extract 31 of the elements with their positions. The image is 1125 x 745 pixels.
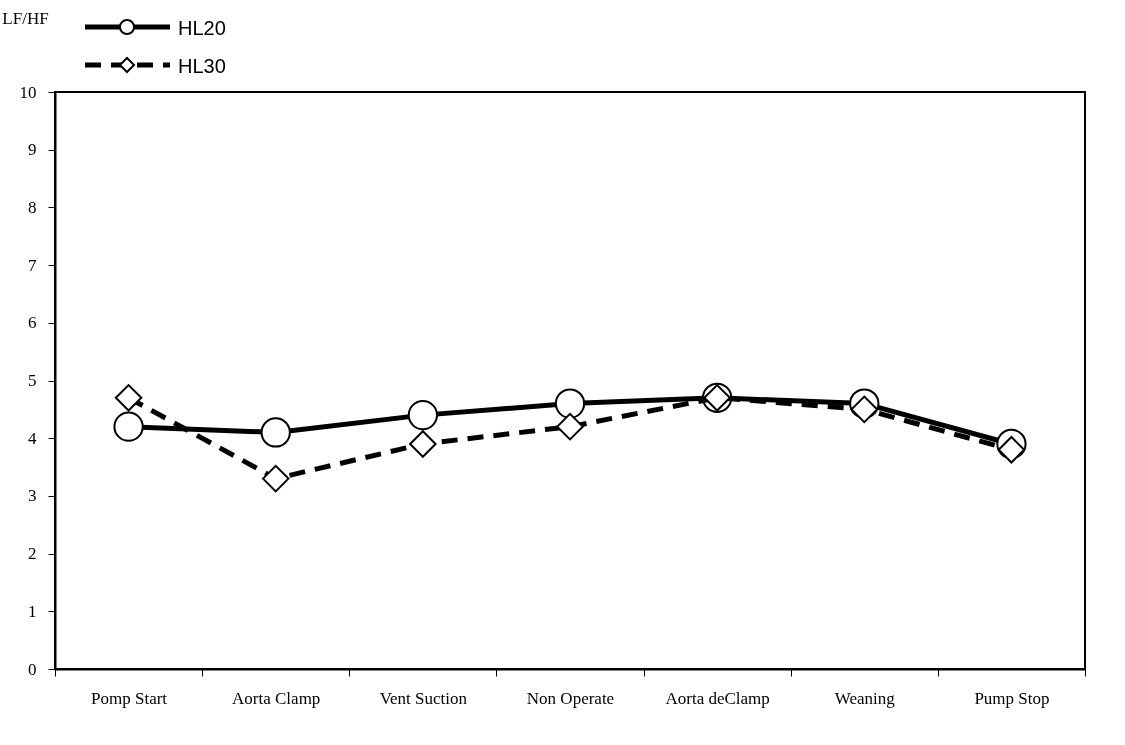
y-tick-label: 4 [28,428,37,448]
y-tick-label: 5 [28,371,37,390]
point [260,417,291,448]
y-tick-label: 0 [28,659,37,679]
y-tick-label: 1 [28,601,37,621]
x-tick-label: Vent Suction [379,688,468,708]
point [997,435,1026,464]
point [113,411,144,442]
x-tick-label: Weaning [834,688,896,708]
point [554,388,586,419]
y-tick-label: 9 [28,140,37,160]
y-tick-label: 8 [28,197,37,217]
point [409,430,437,458]
point [261,464,290,493]
x-tick-label: Pomp Start [91,688,168,708]
x-tick-label: Aorta deClamp [665,688,770,708]
point [556,412,584,441]
legend-label: HL20 [178,17,226,39]
x-tick-label: Pump Stop [974,688,1050,708]
point [850,395,879,424]
legend-label: HL30 [178,55,226,77]
x-tick-label: Non Operate [526,688,615,708]
y-axis-title: LF/HF [2,8,49,28]
point [114,384,143,412]
y-tick-label: 7 [28,255,37,275]
point [407,400,438,431]
x-tick-label: Aorta Clamp [232,688,321,708]
y-tick-label: 10 [19,82,37,102]
y-tick-label: 2 [28,544,37,564]
y-tick-label: 3 [28,486,37,506]
y-tick-label: 6 [28,313,37,333]
